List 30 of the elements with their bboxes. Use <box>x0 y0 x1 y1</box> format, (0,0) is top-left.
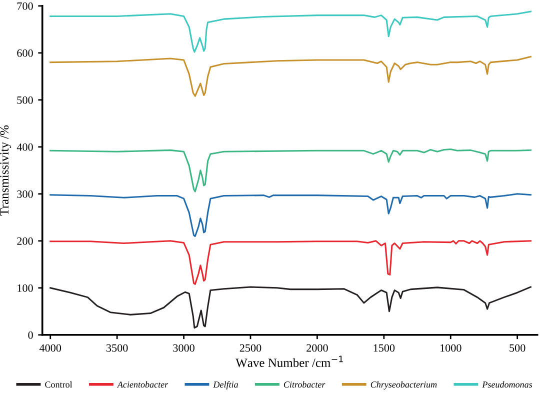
line-series <box>50 56 532 97</box>
legend-label: Citrobacter <box>284 381 326 388</box>
y-tick-label: 500 <box>17 96 33 104</box>
x-tick-label: 1000 <box>440 344 462 352</box>
line-series <box>50 10 532 53</box>
y-tick-label: 400 <box>16 143 33 151</box>
x-tick-label: 4000 <box>39 344 62 352</box>
y-tick-label: 300 <box>17 190 33 198</box>
x-tick-label: 500 <box>510 344 526 352</box>
y-tick-label: 200 <box>17 237 33 245</box>
y-tick-label: 600 <box>17 49 33 57</box>
legend-label: Delftia <box>213 381 238 390</box>
legend-label: Control <box>45 381 72 388</box>
x-tick-label: 3500 <box>106 344 128 352</box>
y-tick-label: 100 <box>18 284 33 292</box>
legend-label: Chryseobacterium <box>370 381 437 390</box>
line-series <box>50 193 532 237</box>
x-axis-title: Wave Number /cm$^{−1}$ <box>236 356 343 368</box>
line-series <box>50 240 532 285</box>
y-tick-label: 0 <box>28 331 33 339</box>
x-tick-label: 2000 <box>306 344 328 352</box>
y-tick-label: 700 <box>17 2 33 10</box>
x-tick-label: 1500 <box>374 344 395 352</box>
legend-label: Pseudomonas <box>482 381 532 388</box>
line-series <box>50 148 532 192</box>
x-tick-label: 3000 <box>173 344 194 352</box>
legend-label: Acientobacter <box>116 381 168 388</box>
y-axis-title: Transmissivity /% <box>0 125 12 216</box>
line-series <box>50 286 532 329</box>
x-tick-label: 2500 <box>240 344 262 352</box>
